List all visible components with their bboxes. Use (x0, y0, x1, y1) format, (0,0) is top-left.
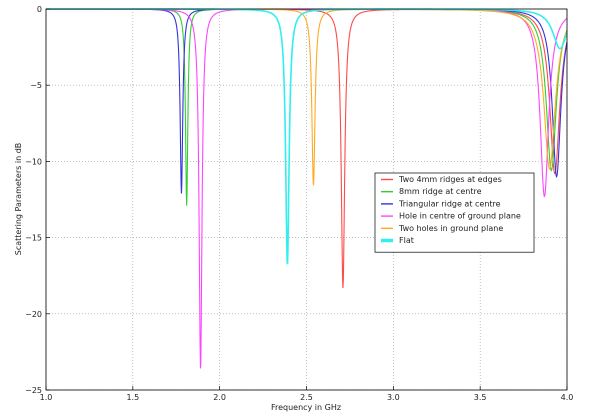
legend-entry: Two 4mm ridges at edges (398, 175, 502, 184)
x-tick-label: 1.0 (40, 393, 53, 402)
x-tick-label: 1.5 (126, 393, 139, 402)
y-axis-label: Scattering Parameters in dB (14, 143, 23, 256)
y-tick-label: −15 (25, 234, 42, 243)
x-tick-label: 3.0 (387, 393, 400, 402)
y-tick-label: −20 (25, 310, 42, 319)
y-tick-label: −10 (25, 157, 42, 166)
x-ticks: 1.0 1.5 2.0 2.5 3.0 3.5 4.0 (40, 386, 574, 402)
legend-entry: Flat (399, 236, 414, 245)
x-axis-label: Frequency in GHz (271, 403, 341, 412)
legend-entry: Triangular ridge at centre (398, 199, 501, 208)
legend-entry: 8mm ridge at centre (399, 187, 482, 196)
y-tick-label: 0 (37, 5, 42, 14)
x-tick-label: 2.5 (300, 393, 313, 402)
legend: Two 4mm ridges at edges 8mm ridge at cent… (374, 172, 535, 253)
legend-entry: Hole in centre of ground plane (399, 212, 521, 221)
y-tick-label: −25 (25, 386, 42, 395)
x-tick-label: 4.0 (561, 393, 574, 402)
legend-entry: Two holes in ground plane (398, 224, 503, 233)
x-tick-label: 2.0 (213, 393, 226, 402)
y-tick-label: −5 (30, 81, 42, 90)
legend-box (374, 172, 535, 253)
x-tick-label: 3.5 (474, 393, 487, 402)
y-ticks: 0 −5 −10 −15 −20 −25 (25, 5, 50, 395)
